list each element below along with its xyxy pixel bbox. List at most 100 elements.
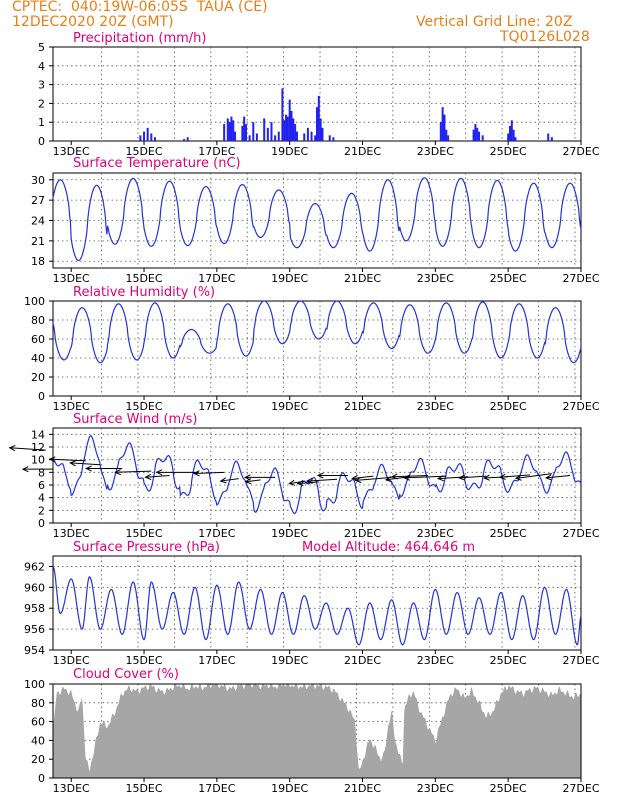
cloud-frame-top [52,683,582,779]
cloud_cover-ytick-label: 40 [31,734,45,747]
surface_wind-ytick-label: 2 [38,504,45,517]
precip-bar [294,124,297,141]
cloud_cover-xtick-label: 17DEC [198,782,235,795]
wind-vector-head [354,476,362,484]
precip-bar [241,125,244,141]
precip-bar [328,135,331,141]
pressure-line [52,565,582,646]
cloud_cover-xtick-label: 21DEC [344,782,381,795]
precipitation-xtick-label: 13DEC [53,145,90,158]
relative_humidity-xtick-label: 23DEC [417,400,454,413]
surface_wind-xtick-label: 15DEC [125,527,162,540]
wind-vector-head [21,466,29,473]
precip-bar [226,118,229,141]
surface_pressure-xtick-label: 25DEC [490,654,527,667]
precip-bar [314,135,317,141]
surface_wind-xtick-label: 25DEC [490,527,527,540]
surface_temperature-xtick-label: 13DEC [53,272,90,285]
wind-vector [392,475,429,478]
precip-bar [321,127,324,141]
surface_temperature-ytick-label: 27 [31,194,45,207]
wind-vector-head [85,465,92,472]
precip-bar [139,135,142,141]
relative_humidity-ytick-label: 80 [31,314,45,327]
precipitation-ytick-label: 0 [38,135,45,148]
precipitation-ytick-label: 5 [38,41,45,54]
precip-bar [510,120,513,141]
surface_temperature-ytick-label: 21 [31,235,45,248]
surface_wind-xtick-label: 27DEC [562,527,599,540]
surface_temperature-xtick-label: 19DEC [271,272,308,285]
surface_temperature-ytick-label: 30 [31,174,45,187]
relative_humidity-ytick-label: 40 [31,352,45,365]
wind-vector-head [403,474,410,481]
surface_pressure-ytick-label: 958 [24,602,45,615]
wind-vector-head [458,474,466,481]
precipitation-xtick-label: 25DEC [490,145,527,158]
wind-vector [355,476,392,481]
relative_humidity-xtick-label: 19DEC [271,400,308,413]
surface_pressure-ytick-label: 956 [24,623,45,636]
precip-bar [476,127,479,141]
surface_pressure-xtick-label: 27DEC [562,654,599,667]
precip-bar [274,135,277,141]
surface_pressure-xtick-label: 19DEC [271,654,308,667]
surface_wind-ytick-label: 10 [31,454,45,467]
precipitation-xtick-label: 21DEC [344,145,381,158]
surface_wind-ytick-label: 14 [31,428,45,441]
precip-bar [547,133,550,141]
surface_wind-xtick-label: 21DEC [344,527,381,540]
wind-vector [145,475,170,478]
surface_wind-frame [52,427,582,524]
precip-bar [295,131,298,141]
precip-bar [234,131,237,141]
precipitation-xtick-label: 15DEC [125,145,162,158]
precip-bar [266,127,269,141]
wind-vector [70,462,101,466]
precip-bar [472,129,475,141]
relative_humidity-xtick-label: 15DEC [125,400,162,413]
surface_temperature-xtick-label: 23DEC [417,272,454,285]
surface_wind-xtick-label: 19DEC [271,527,308,540]
wind-vector [459,475,487,479]
precip-bar [319,118,322,141]
precip-bar [183,139,186,141]
precip-bar [292,118,295,141]
surface_pressure-annotation: Model Altitude: 464.646 m [302,540,475,555]
precipitation-title: Precipitation (mm/h) [73,31,206,46]
precip-bar [143,131,146,141]
surface_wind-ytick-label: 8 [38,466,45,479]
relative_humidity-xtick-label: 17DEC [198,400,235,413]
precip-bar [232,120,235,141]
precip-bar [263,118,266,141]
precip-bar [277,131,280,141]
surface_pressure-xtick-label: 23DEC [417,654,454,667]
header-station: CPTEC: 040:19W-06:05S TAUA (CE) [12,0,268,15]
wind-vector-head [192,470,200,477]
cloud_cover-ytick-label: 20 [31,753,45,766]
surface_pressure-xtick-label: 15DEC [125,654,162,667]
wind-vector [115,470,152,473]
precip-bar [514,137,517,141]
precip-bar [243,116,246,141]
surface_wind-ytick-label: 0 [38,517,45,530]
cloud-area [53,684,581,778]
surface_temperature-xtick-label: 15DEC [125,272,162,285]
wind-vector-head [483,474,490,481]
wind-vector [438,476,469,480]
cloud_cover-ytick-label: 100 [24,678,45,691]
surface_pressure-ytick-label: 954 [24,644,45,657]
surface_temperature-xtick-label: 27DEC [562,272,599,285]
precipitation-ytick-label: 1 [38,116,45,129]
precip-bar [186,137,189,141]
surface_temperature-line [52,177,582,262]
cloud_cover-ytick-label: 0 [38,772,45,785]
precip-bar [481,135,484,141]
wind-vector-head [219,477,227,484]
wind-vector-head [436,475,444,482]
precip-bar [286,116,289,141]
surface_temperature-ytick-label: 18 [31,255,45,268]
precip-bar [508,125,511,141]
wind-vector-head [498,473,506,480]
